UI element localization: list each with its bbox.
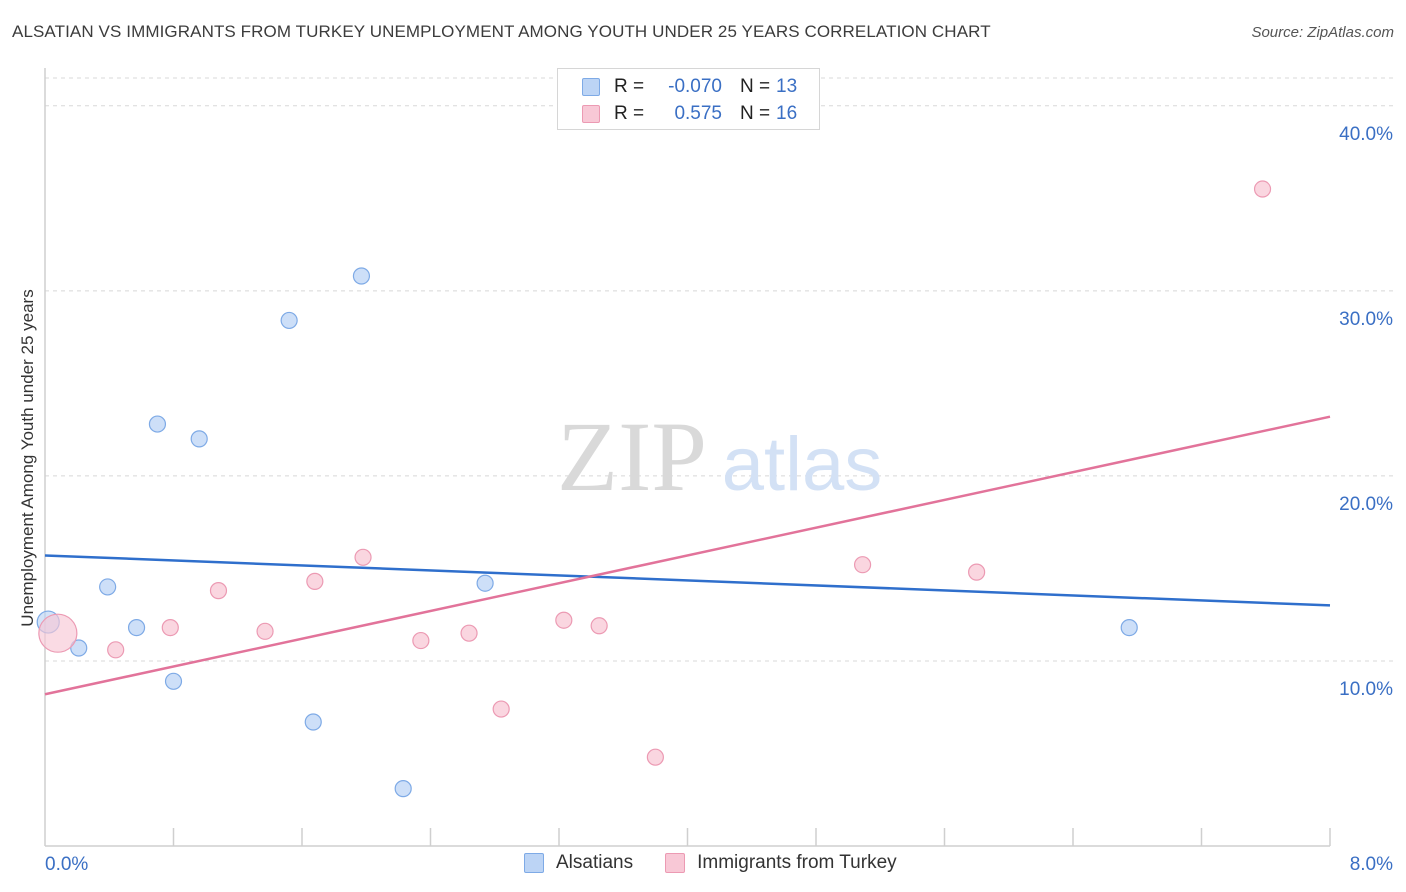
legend-n-value: 16 [776, 103, 798, 124]
point-alsatians[interactable] [394, 780, 412, 798]
point-alsatians[interactable] [127, 619, 146, 637]
y-axis-label: Unemployment Among Youth under 25 years [18, 289, 37, 627]
x-tick-label: 0.0% [45, 854, 88, 875]
chart-title: ALSATIAN VS IMMIGRANTS FROM TURKEY UNEMP… [12, 22, 991, 41]
legend-label-turkey: Immigrants from Turkey [697, 852, 897, 873]
legend-n-label: N = [740, 103, 771, 124]
point-alsatians[interactable] [70, 639, 88, 657]
point-alsatians[interactable] [1120, 619, 1138, 637]
point-alsatians[interactable] [148, 415, 167, 433]
source-credit: Source: ZipAtlas.com [1251, 24, 1394, 41]
series-legend: Alsatians Immigrants from Turkey [524, 852, 929, 874]
point-turkey[interactable] [968, 563, 986, 581]
point-turkey[interactable] [107, 641, 125, 659]
legend-swatch-blue [582, 78, 600, 96]
point-turkey[interactable] [492, 700, 510, 718]
legend-row-alsatians: R = -0.070 N = 13 [582, 75, 797, 99]
point-turkey[interactable] [161, 619, 179, 637]
gridlines [45, 77, 1393, 662]
point-alsatians[interactable] [352, 267, 371, 285]
legend-r-label: R = [614, 76, 645, 97]
y-tick-label: 40.0% [1339, 124, 1393, 145]
point-alsatians[interactable] [280, 311, 298, 330]
legend-swatch-pink [665, 853, 686, 873]
data-points [36, 180, 1272, 798]
point-turkey[interactable] [590, 617, 608, 635]
point-alsatians[interactable] [190, 430, 208, 448]
legend-item-alsatians[interactable]: Alsatians [524, 852, 633, 874]
point-turkey[interactable] [555, 611, 573, 629]
stats-legend: R = -0.070 N = 13 R = 0.575 N = 16 [557, 68, 820, 130]
point-turkey[interactable] [412, 631, 430, 650]
legend-n-value: 13 [776, 76, 798, 97]
point-turkey[interactable] [209, 582, 228, 600]
point-turkey[interactable] [646, 748, 664, 766]
point-turkey[interactable] [38, 613, 78, 653]
y-tick-label: 30.0% [1339, 309, 1393, 330]
legend-item-turkey[interactable]: Immigrants from Turkey [665, 852, 897, 874]
point-alsatians[interactable] [476, 574, 494, 592]
legend-r-label: R = [614, 103, 645, 124]
legend-n-label: N = [740, 76, 771, 97]
legend-label-alsatians: Alsatians [556, 852, 634, 873]
point-turkey[interactable] [256, 622, 274, 640]
x-tick-label: 8.0% [1350, 854, 1393, 875]
y-tick-label: 10.0% [1339, 679, 1393, 700]
point-alsatians[interactable] [99, 578, 117, 596]
point-alsatians[interactable] [304, 713, 322, 731]
watermark-zip: ZIP [557, 401, 707, 512]
point-turkey[interactable] [460, 624, 478, 642]
legend-r-value: -0.070 [668, 76, 722, 97]
legend-row-turkey: R = 0.575 N = 16 [582, 102, 797, 126]
legend-swatch-pink [582, 105, 600, 123]
trendline-alsatians [44, 554, 1331, 607]
legend-r-value: 0.575 [674, 103, 722, 124]
watermark: ZIP atlas [557, 401, 882, 512]
point-turkey[interactable] [853, 556, 872, 574]
point-alsatians[interactable] [164, 672, 183, 690]
legend-swatch-blue [524, 853, 544, 873]
point-turkey[interactable] [1253, 180, 1272, 198]
point-turkey[interactable] [354, 548, 372, 566]
point-turkey[interactable] [306, 572, 324, 590]
trendline-turkey [44, 415, 1331, 696]
trend-lines [44, 415, 1331, 696]
y-tick-label: 20.0% [1339, 494, 1393, 515]
axis-ticks: 10.0% 20.0% 30.0% 40.0% 0.0% 8.0% [45, 124, 1393, 875]
watermark-atlas: atlas [722, 422, 883, 507]
